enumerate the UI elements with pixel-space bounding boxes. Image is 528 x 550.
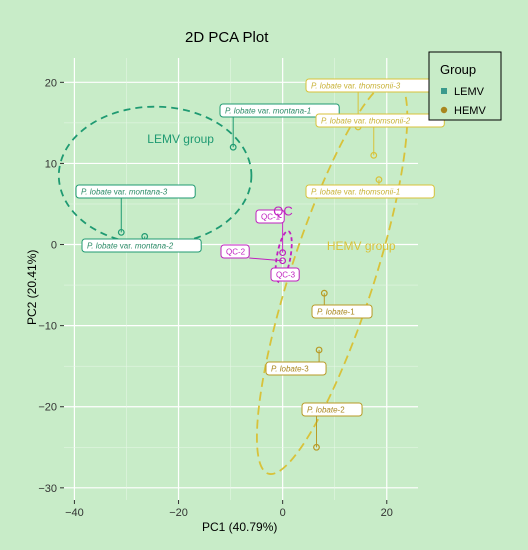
point-label-box: [255, 209, 285, 224]
y-tick-label: −10: [38, 321, 57, 333]
point-label-box: [75, 184, 196, 199]
group-annotations: LEMV group HEMV group QC: [147, 132, 396, 253]
group-annotation: LEMV group: [147, 132, 214, 146]
point-label: P. lobate var. montana-2: [87, 242, 174, 251]
legend-key: [441, 88, 447, 94]
point-label: P. lobate var. montana-3: [81, 188, 168, 197]
x-axis-title: PC1 (40.79%): [202, 520, 277, 534]
legend-box: [428, 51, 502, 121]
point-marker: [375, 176, 383, 184]
point-label: P. lobate-1: [317, 308, 355, 317]
point-label: P. lobate var. thomsonii-3: [311, 82, 401, 91]
point-label: QC-2: [226, 248, 246, 257]
point-label-box: [219, 103, 340, 118]
axes: −40 −20 0 20 −30 −20 −10 0 10 20: [38, 77, 393, 519]
point-marker: [117, 228, 125, 236]
x-tick-label: −40: [65, 507, 84, 519]
group-annotation: QC: [273, 203, 293, 218]
label-leader-lines: [120, 92, 380, 448]
point-label: P. lobate var. montana-1: [225, 107, 311, 116]
point-marker: [279, 249, 287, 257]
point-marker: [370, 151, 378, 159]
point-label-box: [220, 244, 250, 259]
point-label: P. lobate-2: [307, 406, 345, 415]
point-label-box: [301, 402, 363, 417]
y-tick-label: 20: [45, 77, 57, 89]
point-marker: [315, 346, 323, 354]
point-label: QC-3: [276, 271, 296, 280]
point-marker: [320, 289, 328, 297]
legend-label: HEMV: [454, 105, 486, 117]
point-label-box: [311, 304, 373, 319]
point-label: QC-1: [261, 213, 281, 222]
point-marker: [313, 443, 320, 451]
plot-panel: [64, 58, 418, 500]
y-tick-label: −30: [38, 483, 57, 495]
point-marker: [229, 143, 237, 151]
legend-title: Group: [440, 62, 476, 77]
legend-label: LEMV: [454, 86, 485, 98]
y-tick-label: 0: [51, 240, 57, 252]
legend: Group LEMV HEMV: [428, 51, 502, 121]
x-tick-label: −20: [169, 507, 188, 519]
y-tick-label: −20: [38, 402, 57, 414]
chart-title: 2D PCA Plot: [185, 29, 269, 46]
point-label-box: [265, 361, 327, 376]
point-label-box: [305, 184, 435, 199]
point-label: P. lobate-3: [271, 365, 309, 374]
lemv-ellipse: [57, 105, 253, 246]
x-tick-label: 20: [381, 507, 393, 519]
point-label-box: [81, 238, 202, 253]
x-tick-label: 0: [280, 507, 286, 519]
group-annotation: HEMV group: [327, 239, 396, 253]
point-label-box: [270, 267, 300, 282]
y-tick-label: 10: [45, 158, 57, 170]
point-label: P. lobate var. thomsonii-1: [311, 188, 400, 197]
label-leader: [249, 257, 283, 262]
legend-key: [440, 106, 448, 114]
point-labels: P. lobate var. montana-1 P. lobate var. m…: [75, 78, 445, 417]
y-axis-title: PC2 (20.41%): [25, 250, 39, 325]
point-label: P. lobate var. thomsonii-2: [321, 117, 411, 126]
point-marker: [279, 257, 287, 265]
